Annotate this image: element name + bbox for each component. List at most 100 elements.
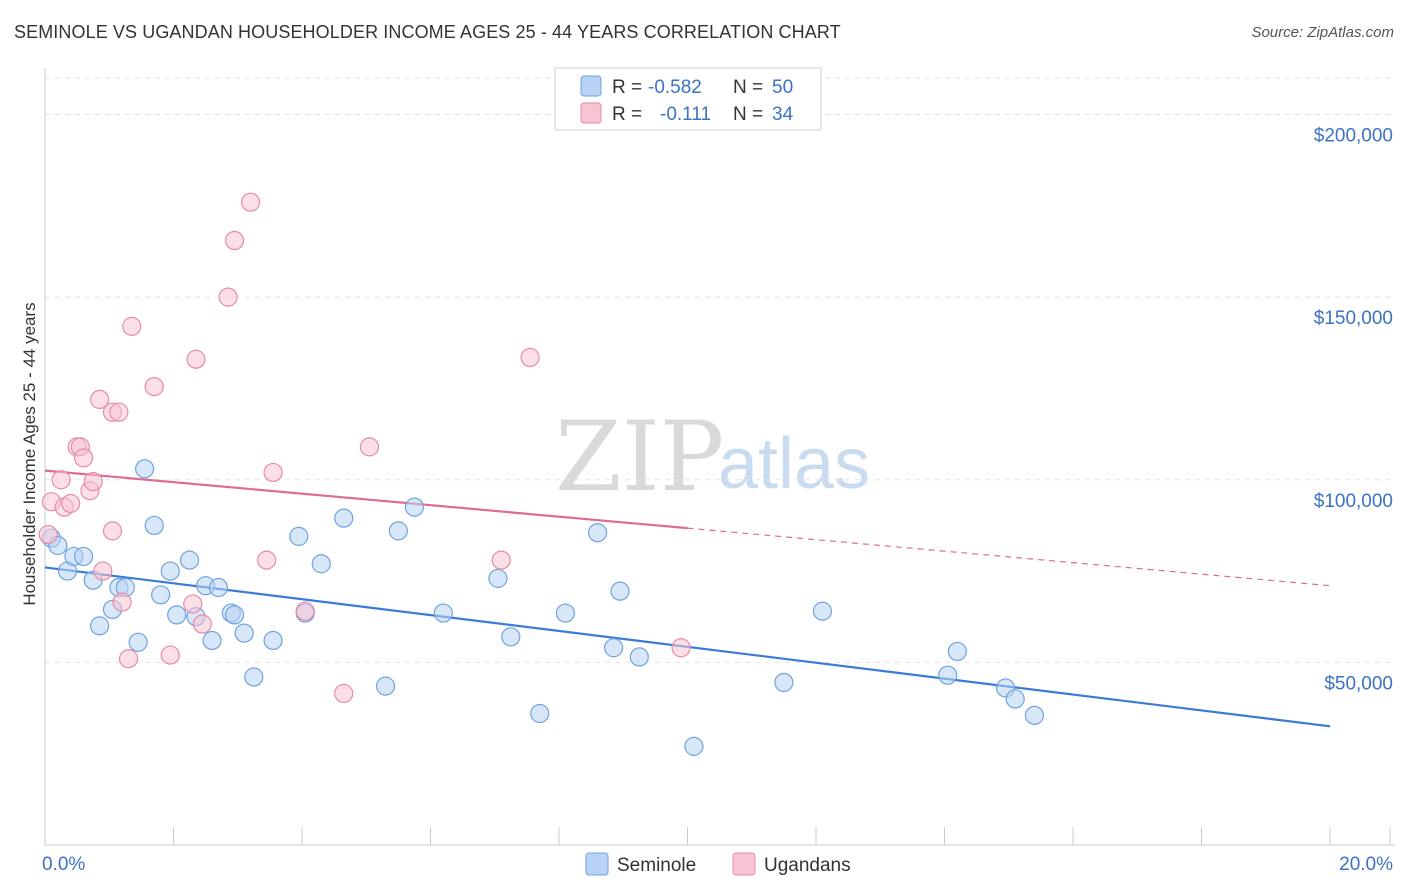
ugandans-point (186, 349, 206, 369)
legend-r-value: -0.582 (648, 77, 702, 98)
seminole-point (388, 521, 408, 541)
bottom-legend-label-ugandans: Ugandans (764, 855, 851, 876)
seminole-point (289, 526, 309, 546)
seminole-point (128, 632, 148, 652)
ugandans-point (144, 377, 164, 397)
y-tick-label: $50,000 (1324, 673, 1393, 694)
seminole-point (334, 508, 354, 528)
ugandans-point (263, 462, 283, 483)
seminole-point (488, 568, 508, 588)
seminole-point (501, 627, 521, 647)
seminole-point (375, 676, 396, 696)
legend-r-label: R = (612, 77, 642, 98)
ugandans-point (520, 347, 540, 368)
gridlines (45, 77, 1395, 663)
ugandans-point (224, 230, 245, 251)
ugandans-point (295, 601, 315, 621)
watermark-zip: ZIP (555, 401, 724, 513)
seminole-point (1024, 705, 1045, 725)
ugandans-point (93, 561, 113, 581)
seminole-point (555, 603, 576, 623)
seminole-point (311, 554, 331, 574)
seminole-point (629, 647, 649, 667)
bottom-legend-swatch-ugandans (732, 852, 756, 876)
seminole-point (404, 497, 425, 517)
legend-r-label: R = (612, 104, 642, 125)
seminole-point (234, 623, 254, 643)
seminole-point (244, 667, 264, 687)
ugandans-point (102, 521, 123, 541)
seminole-point (73, 546, 94, 567)
seminole-point (208, 577, 229, 598)
seminole-point (134, 459, 155, 479)
ugandans-trendline-dashed (687, 527, 1331, 587)
seminole-point (433, 603, 453, 623)
legend-swatch-ugandans (580, 102, 602, 124)
seminole-point (202, 630, 222, 651)
ugandans-point (118, 649, 139, 669)
seminole-point (263, 630, 283, 651)
ugandans-point (334, 683, 354, 704)
axes (44, 68, 1395, 846)
ugandans-point (61, 493, 81, 514)
seminole-point (587, 523, 608, 543)
seminole-point (812, 601, 833, 621)
y-tick-label: $100,000 (1314, 491, 1393, 512)
ugandans-point (241, 192, 261, 212)
y-tick-labels: $50,000 $100,000 $150,000 $200,000 (1314, 126, 1393, 695)
legend-r-value: -0.111 (660, 104, 711, 125)
legend-n-value: 34 (772, 104, 794, 125)
seminole-point (684, 736, 704, 756)
legend-n-value: 50 (772, 77, 793, 98)
bottom-legend-swatch-seminole (585, 852, 609, 876)
seminole-point (938, 665, 958, 685)
y-axis-label: Householder Income Ages 25 - 44 years (20, 302, 39, 605)
seminole-point (144, 515, 164, 536)
bottom-legend-label-seminole: Seminole (617, 855, 696, 876)
ugandans-point (109, 402, 129, 422)
bottom-legend: Seminole Ugandans (585, 852, 851, 876)
top-legend: R = -0.582 N = 50 R = -0.111 N = 34 (554, 67, 822, 131)
ugandans-point (192, 614, 213, 634)
x-tick-labels: 0.0% 20.0% (42, 854, 1393, 875)
seminole-point (610, 581, 630, 601)
ugandans-point (122, 316, 142, 336)
ugandans-point (359, 437, 380, 457)
ugandans-point (257, 550, 277, 570)
ugandans-point (83, 471, 103, 492)
seminole-point (151, 585, 171, 605)
watermark-atlas: atlas (718, 424, 870, 504)
ugandans-point (51, 470, 71, 490)
x-tick-label: 20.0% (1339, 854, 1393, 875)
seminole-point (160, 561, 180, 581)
ugandans-point (218, 287, 238, 307)
seminole-point (947, 641, 967, 662)
seminole-point (1005, 689, 1025, 709)
seminole-point (604, 638, 624, 658)
seminole-point (167, 605, 187, 625)
x-tick-label: 0.0% (42, 854, 85, 875)
chart-source: Source: ZipAtlas.com (1251, 24, 1394, 41)
ugandans-point (38, 524, 58, 545)
y-tick-label: $200,000 (1314, 126, 1393, 147)
ugandans-point (112, 592, 132, 612)
legend-n-label: N = (733, 77, 763, 98)
ugandans-point (183, 594, 203, 614)
ugandans-trendline (44, 469, 688, 530)
seminole-point (179, 550, 200, 570)
ugandans-point (671, 638, 691, 658)
chart-title: SEMINOLE VS UGANDAN HOUSEHOLDER INCOME A… (14, 22, 841, 42)
seminole-point (224, 605, 245, 625)
data-points (38, 192, 1045, 756)
ugandans-point (491, 550, 511, 570)
ugandans-point (73, 448, 94, 468)
seminole-point (774, 672, 794, 693)
y-tick-label: $150,000 (1314, 308, 1393, 329)
ugandans-point (90, 389, 110, 410)
legend-swatch-seminole (580, 75, 602, 97)
ugandans-point (160, 645, 180, 665)
seminole-point (90, 616, 110, 636)
legend-n-label: N = (733, 104, 763, 125)
seminole-point (530, 703, 550, 724)
